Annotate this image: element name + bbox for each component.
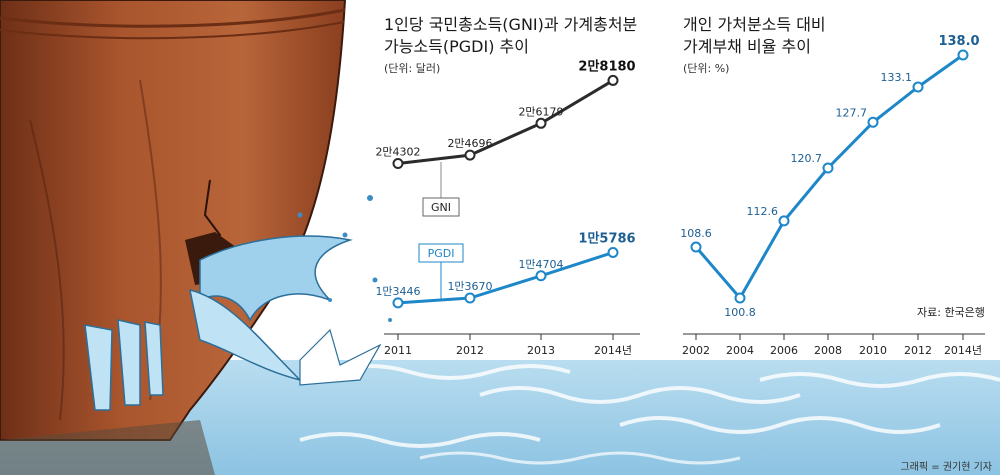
pgdi-tag-label: PGDI [428, 247, 455, 260]
debt-ratio-data-point [734, 292, 746, 304]
chart1-x-tick-label: 2014년 [594, 344, 632, 357]
debt-ratio-data-label: 100.8 [724, 306, 756, 319]
debt-ratio-series-line [694, 53, 964, 301]
pgdi-data-point [535, 270, 547, 282]
source-note: 자료: 한국은행 [917, 306, 985, 319]
chart2-x-tick-label: 2014년 [944, 344, 982, 357]
chart2-x-tick-label: 2010 [859, 344, 887, 357]
pgdi-data-point [392, 297, 404, 309]
gni-data-label: 2만4696 [447, 137, 492, 150]
debt-ratio-data-point [957, 49, 969, 61]
debt-ratio-data-label: 120.7 [791, 152, 823, 165]
debt-ratio-data-label: 133.1 [881, 71, 913, 84]
pgdi-data-point [464, 292, 476, 304]
chart1-title-line2: 가능소득(PGDI) 추이 [384, 37, 529, 56]
debt-ratio-data-point [778, 215, 790, 227]
debt-ratio-data-point [822, 162, 834, 174]
chart2-x-tick-label: 2002 [682, 344, 710, 357]
gni-data-label: 2만4302 [375, 146, 420, 159]
water-leak-illustration [84, 195, 392, 411]
chart1-title-line1: 1인당 국민총소득(GNI)과 가계총처분 [384, 15, 637, 34]
gni-tag-box [422, 197, 460, 217]
debt-ratio-data-point [867, 116, 879, 128]
chart1-x-tick-label: 2013 [527, 344, 555, 357]
chart2-x-tick-label: 2006 [770, 344, 798, 357]
chart2-x-tick-label: 2012 [904, 344, 932, 357]
debt-ratio-line-chart: 2002 2004 2006 2008 2010 2012 2014년 108.6 100.8 1… [680, 34, 985, 357]
chart2-title-line2: 가계부채 비율 추이 [683, 37, 811, 56]
water-illustration [0, 360, 1000, 475]
gni-data-label: 2만8180 [578, 58, 635, 74]
debt-ratio-data-point [912, 81, 924, 93]
debt-ratio-data-label: 138.0 [938, 34, 979, 49]
pgdi-data-label: 1만3446 [375, 285, 420, 298]
debt-ratio-data-label: 127.7 [836, 106, 868, 119]
gni-data-point [607, 74, 619, 86]
chart1-x-tick-label: 2012 [456, 344, 484, 357]
chart2-unit: (단위: %) [683, 62, 729, 75]
gni-tag-label: GNI [431, 201, 451, 214]
pgdi-data-label: 1만5786 [578, 230, 635, 246]
gni-data-label: 2만6179 [518, 105, 563, 118]
chart2-x-tick-label: 2004 [726, 344, 754, 357]
gni-data-point [464, 149, 476, 161]
pgdi-data-label: 1만3670 [447, 280, 492, 293]
graphic-credit: 그래픽 = 권기현 기자 [900, 461, 992, 473]
debt-ratio-data-label: 108.6 [680, 227, 712, 240]
gni-series-line [397, 79, 614, 165]
chart1-unit: (단위: 달러) [384, 62, 440, 75]
pgdi-tag-box [418, 243, 464, 263]
debt-ratio-data-point [690, 241, 702, 253]
gni-data-point [392, 158, 404, 170]
chart2-title-line1: 개인 가처분소득 대비 [683, 15, 826, 34]
debt-ratio-data-label: 112.6 [747, 205, 779, 218]
gni-data-point [535, 117, 547, 129]
pgdi-data-label: 1만4704 [518, 258, 563, 271]
gni-pgdi-line-chart: 2011 2012 2013 2014년 2만4302 2만4696 2만6179 2만818… [375, 58, 640, 357]
pgdi-series-line [397, 251, 614, 305]
chart2-x-tick-label: 2008 [814, 344, 842, 357]
pgdi-data-point [607, 246, 619, 258]
chart1-x-tick-label: 2011 [384, 344, 412, 357]
